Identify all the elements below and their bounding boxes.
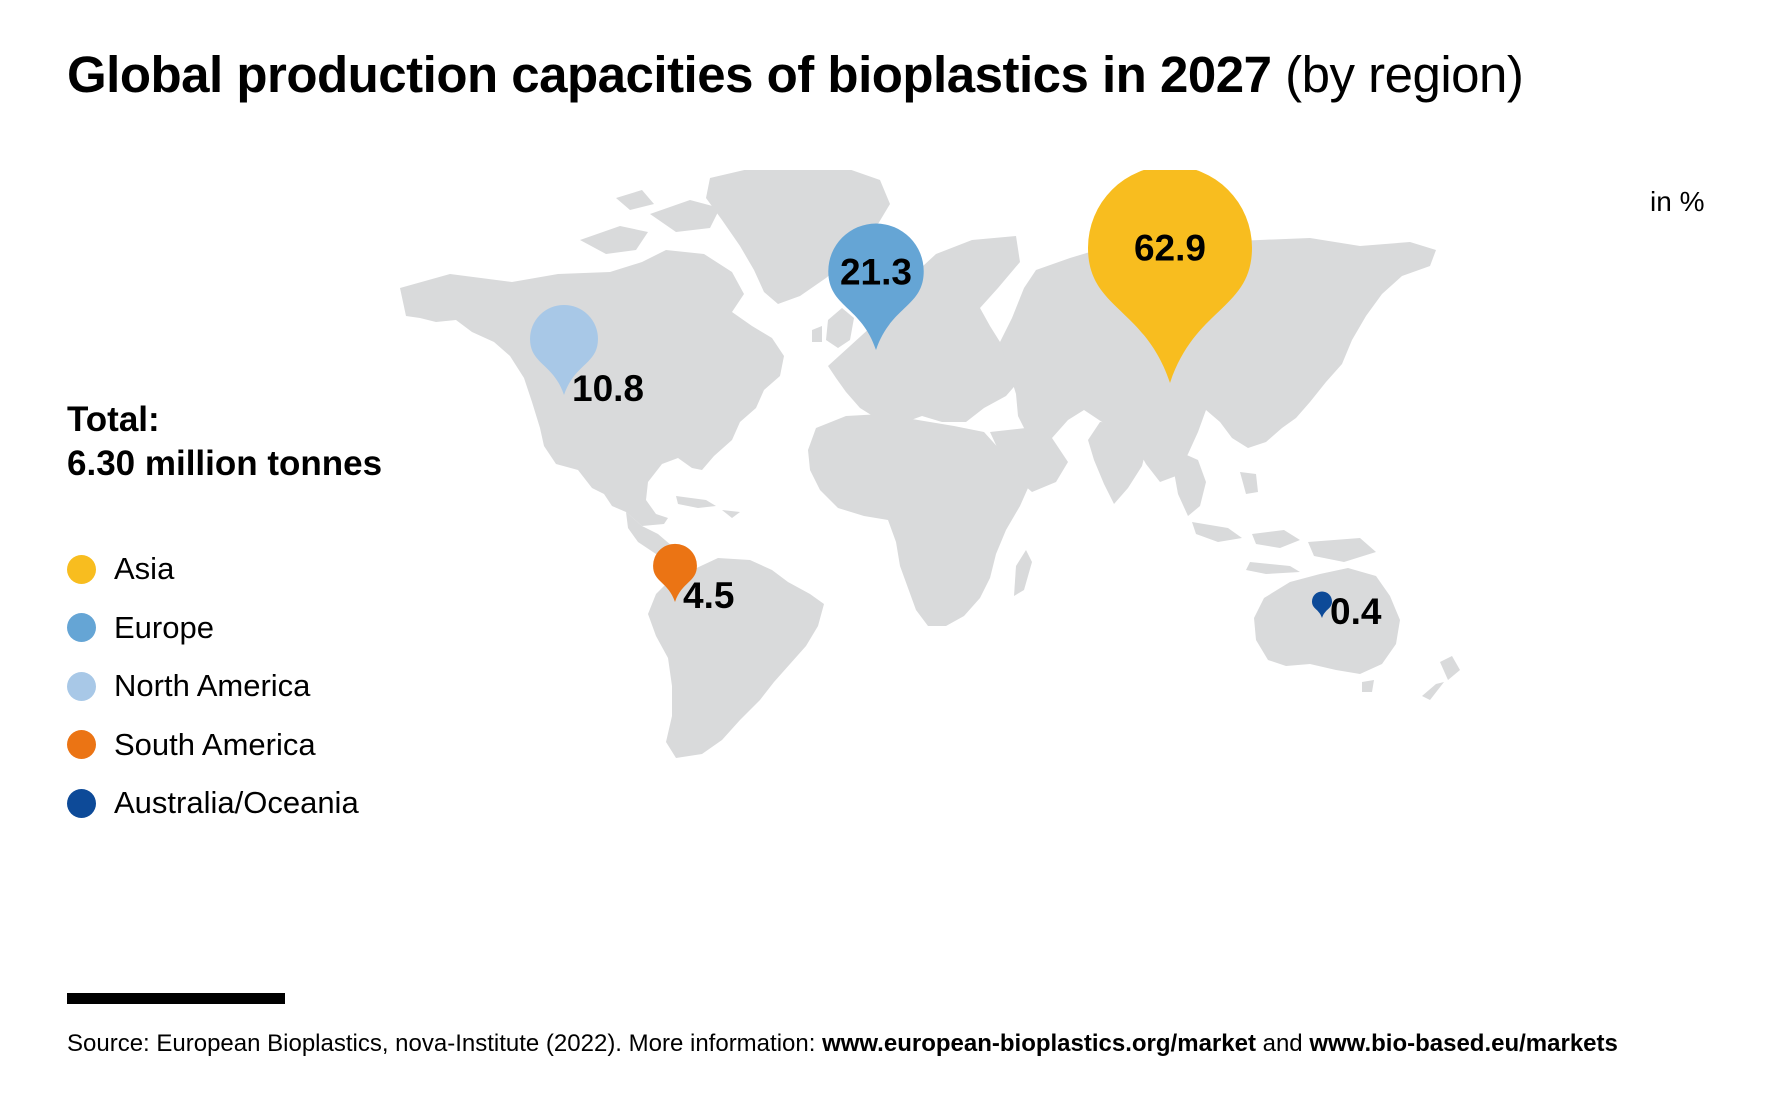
source-mid: and (1255, 1030, 1310, 1057)
pin-north-america (530, 304, 598, 395)
source-link-bio-based[interactable]: www.bio-based.eu/markets (1309, 1030, 1618, 1057)
legend-swatch-australia-oceania (67, 788, 96, 818)
pin-australia-oceania (1312, 591, 1332, 618)
legend-item-south-america: South America (67, 716, 359, 775)
uk-ireland-shape (812, 308, 854, 348)
tasmania-shape (1362, 680, 1374, 692)
legend-label-australia-oceania: Australia/Oceania (114, 785, 359, 821)
legend-label-south-america: South America (114, 726, 316, 762)
europe-shape (828, 236, 1020, 424)
total-block: Total: 6.30 million tonnes (67, 398, 382, 486)
madagascar-shape (1014, 550, 1032, 596)
australia-shape (1254, 568, 1400, 674)
land-masses (400, 170, 1460, 758)
legend-swatch-europe (67, 613, 96, 643)
value-label-north-america: 10.8 (572, 368, 644, 409)
region-markers: 62.9 21.3 10.8 4.5 0.4 (530, 170, 1382, 632)
world-map: 62.9 21.3 10.8 4.5 0.4 (400, 170, 1460, 758)
pin-south-america (653, 543, 697, 602)
caribbean-shape (676, 496, 740, 518)
north-america-shape (400, 250, 784, 526)
total-value: 6.30 million tonnes (67, 444, 383, 483)
total-label: Total: (67, 400, 160, 439)
legend: Asia Europe North America South America Aust… (67, 540, 359, 833)
legend-swatch-asia (67, 554, 96, 584)
value-label-australia-oceania: 0.4 (1330, 591, 1382, 632)
source-note: Source: European Bioplastics, nova-Insti… (67, 1030, 1618, 1058)
africa-shape (808, 414, 1028, 626)
chart-title-suffix: (by region) (1285, 46, 1524, 103)
value-label-europe: 21.3 (840, 251, 912, 292)
chart-title: Global production capacities of bioplast… (67, 44, 1524, 105)
se-asia-shape (1174, 452, 1206, 516)
japan-shape (1298, 338, 1326, 392)
new-zealand-shape (1422, 656, 1460, 700)
iceland-shape (788, 260, 826, 278)
pin-asia (1088, 170, 1252, 383)
value-label-asia: 62.9 (1134, 228, 1206, 269)
legend-item-australia-oceania: Australia/Oceania (67, 774, 359, 833)
chart-title-main: Global production capacities of bioplast… (67, 46, 1272, 103)
indonesia-shape (1192, 472, 1376, 574)
source-prefix: Source: European Bioplastics, nova-Insti… (67, 1030, 823, 1057)
legend-item-north-america: North America (67, 657, 359, 716)
legend-label-europe: Europe (114, 609, 214, 645)
arabia-shape (990, 428, 1068, 492)
south-america-shape (648, 558, 824, 758)
footer-rule (67, 993, 285, 1004)
pin-europe (828, 223, 924, 350)
greenland-shape (706, 170, 890, 304)
legend-swatch-north-america (67, 671, 96, 701)
source-link-european-bioplastics[interactable]: www.european-bioplastics.org/market (822, 1030, 1256, 1057)
value-label-south-america: 4.5 (683, 575, 734, 616)
india-shape (1088, 422, 1148, 504)
legend-item-asia: Asia (67, 540, 359, 599)
legend-label-asia: Asia (114, 551, 175, 587)
unit-label: in % (1650, 186, 1705, 217)
legend-label-north-america: North America (114, 668, 311, 704)
legend-swatch-south-america (67, 730, 96, 760)
legend-item-europe: Europe (67, 599, 359, 658)
